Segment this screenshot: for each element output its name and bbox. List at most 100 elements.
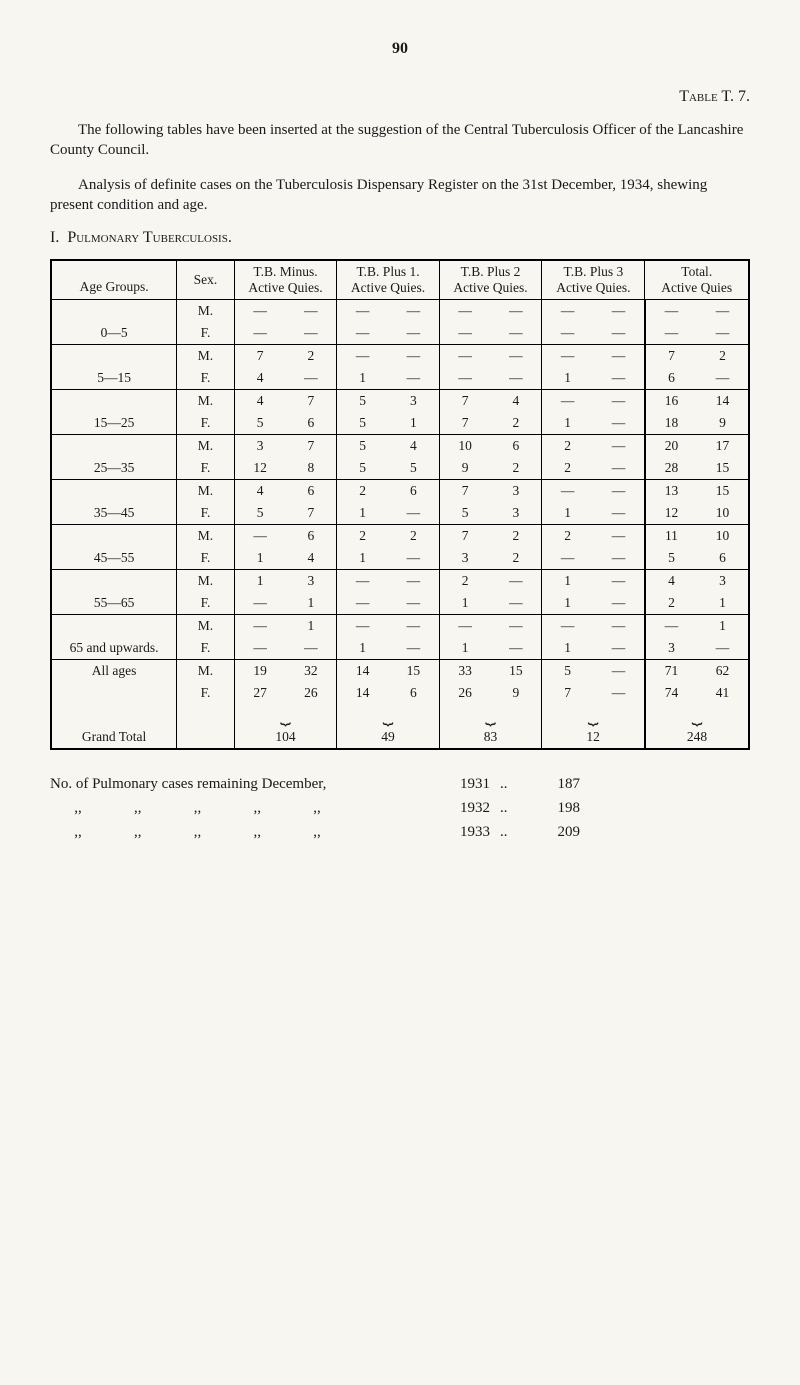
cell: 9 bbox=[697, 412, 749, 435]
cell: 33 bbox=[439, 660, 490, 683]
cell: 26 bbox=[286, 682, 337, 704]
sex-label: F. bbox=[177, 322, 235, 345]
cell: — bbox=[593, 457, 645, 480]
all-ages-row-m: All agesM. 19 32 14 15 33 15 5 — 71 62 bbox=[51, 660, 749, 683]
cell: — bbox=[542, 322, 593, 345]
section-heading: Pulmonary Tuberculosis. bbox=[67, 229, 232, 246]
table-row: 65 and upwards.M. — 1 — — — — — — — 1 bbox=[51, 615, 749, 638]
table-row: 15—25M. 4 7 5 3 7 4 — — 16 14 bbox=[51, 390, 749, 413]
cell: 6 bbox=[491, 435, 542, 458]
cell: — bbox=[286, 637, 337, 660]
cell: — bbox=[697, 637, 749, 660]
cell: — bbox=[388, 345, 439, 368]
cell: — bbox=[542, 480, 593, 503]
cell: — bbox=[593, 390, 645, 413]
cell: — bbox=[234, 592, 285, 615]
cell: 7 bbox=[542, 682, 593, 704]
cell: — bbox=[439, 345, 490, 368]
cell: 3 bbox=[439, 547, 490, 570]
remaining-dots: .. bbox=[500, 796, 530, 820]
sex-label: F. bbox=[177, 502, 235, 525]
cell: — bbox=[542, 615, 593, 638]
age-group-label: 55—65 bbox=[51, 570, 177, 615]
cell: 26 bbox=[439, 682, 490, 704]
cell: 6 bbox=[388, 480, 439, 503]
age-group-label: 45—55 bbox=[51, 525, 177, 570]
cell: 7 bbox=[439, 390, 490, 413]
cell: 5 bbox=[337, 412, 388, 435]
cell: 3 bbox=[234, 435, 285, 458]
cell: 1 bbox=[697, 592, 749, 615]
cell: 1 bbox=[234, 570, 285, 593]
cell: — bbox=[234, 525, 285, 548]
cell: — bbox=[645, 322, 697, 345]
cell: 6 bbox=[286, 525, 337, 548]
ditto-mark: ,, bbox=[110, 820, 166, 844]
cell: 9 bbox=[491, 682, 542, 704]
cell: 18 bbox=[645, 412, 697, 435]
age-group-label: 5—15 bbox=[51, 345, 177, 390]
cell: 2 bbox=[491, 547, 542, 570]
sex-label: M. bbox=[177, 390, 235, 413]
remaining-row: ,, ,, ,, ,, ,, 1932 .. 198 bbox=[50, 796, 750, 820]
header-age-groups: Age Groups. bbox=[51, 260, 177, 300]
cell: 12 bbox=[234, 457, 285, 480]
sex-label: F. bbox=[177, 412, 235, 435]
cell: 11 bbox=[645, 525, 697, 548]
cell: 3 bbox=[286, 570, 337, 593]
cell: — bbox=[542, 547, 593, 570]
cell: — bbox=[593, 300, 645, 323]
cell: — bbox=[439, 367, 490, 390]
cell: — bbox=[286, 322, 337, 345]
cell: 1 bbox=[542, 502, 593, 525]
cell: 14 bbox=[337, 682, 388, 704]
cell: 2 bbox=[542, 457, 593, 480]
remaining-line1-text: No. of Pulmonary cases remaining Decembe… bbox=[50, 772, 430, 796]
grand-total-value: 49 bbox=[337, 726, 440, 749]
grand-total-row: Grand Total 104 49 83 12 248 bbox=[51, 726, 749, 749]
cell: 4 bbox=[491, 390, 542, 413]
cell: — bbox=[491, 322, 542, 345]
cell: 2 bbox=[491, 525, 542, 548]
cell: 2 bbox=[439, 570, 490, 593]
cell: — bbox=[234, 322, 285, 345]
table-header-row: Age Groups. Sex. T.B. Minus.Active Quies… bbox=[51, 260, 749, 300]
remaining-cases-block: No. of Pulmonary cases remaining Decembe… bbox=[50, 772, 750, 844]
cell: 5 bbox=[645, 547, 697, 570]
grand-total-value: 104 bbox=[234, 726, 337, 749]
cell: — bbox=[337, 345, 388, 368]
cell: 41 bbox=[697, 682, 749, 704]
cell: 1 bbox=[234, 547, 285, 570]
cell: — bbox=[491, 615, 542, 638]
cell: 1 bbox=[542, 637, 593, 660]
cell: 1 bbox=[337, 637, 388, 660]
remaining-dots: .. bbox=[500, 820, 530, 844]
sex-label: M. bbox=[177, 570, 235, 593]
cell: — bbox=[337, 615, 388, 638]
cell: — bbox=[388, 615, 439, 638]
cell: 14 bbox=[697, 390, 749, 413]
ditto-mark: ,, bbox=[289, 796, 345, 820]
ditto-mark: ,, bbox=[229, 796, 285, 820]
cell: — bbox=[593, 570, 645, 593]
cell: — bbox=[234, 615, 285, 638]
remaining-year-2: 1932 bbox=[430, 796, 500, 820]
cell: — bbox=[593, 480, 645, 503]
cell: 7 bbox=[439, 412, 490, 435]
cell: — bbox=[388, 547, 439, 570]
cell: 1 bbox=[388, 412, 439, 435]
cell: — bbox=[388, 322, 439, 345]
cell: 3 bbox=[645, 637, 697, 660]
cell: 17 bbox=[697, 435, 749, 458]
section-index: I. bbox=[50, 229, 59, 246]
table-row: 5—15M. 7 2 — — — — — — 7 2 bbox=[51, 345, 749, 368]
intro-paragraph-1: The following tables have been inserted … bbox=[50, 120, 750, 161]
cell: 20 bbox=[645, 435, 697, 458]
cell: 7 bbox=[439, 480, 490, 503]
cell: — bbox=[491, 637, 542, 660]
cell: 15 bbox=[388, 660, 439, 683]
cell: — bbox=[439, 300, 490, 323]
table-row: 0—5M. — — — — — — — — — — bbox=[51, 300, 749, 323]
cell: — bbox=[337, 300, 388, 323]
cell: 5 bbox=[337, 390, 388, 413]
